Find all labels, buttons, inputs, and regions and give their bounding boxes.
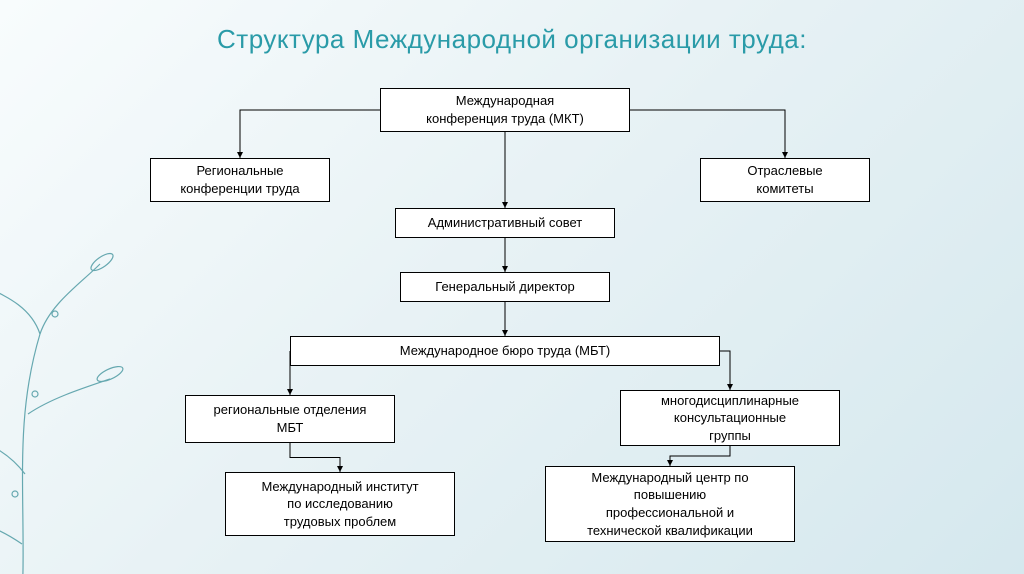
org-chart-canvas: Международнаяконференция труда (МКТ) Реги… xyxy=(0,0,1024,574)
node-adm: Административный совет xyxy=(395,208,615,238)
node-centr: Международный центр поповышениюпрофессио… xyxy=(545,466,795,542)
edge-regm-inst xyxy=(290,443,340,472)
node-inst: Международный институтпо исследованиютру… xyxy=(225,472,455,536)
edge-mkt-otr xyxy=(630,110,785,158)
edge-mkt-reg xyxy=(240,110,380,158)
node-multi: многодисциплинарныеконсультационныегрупп… xyxy=(620,390,840,446)
edge-mbt-multi xyxy=(720,351,730,390)
node-regm: региональные отделенияМБТ xyxy=(185,395,395,443)
node-mbt: Международное бюро труда (МБТ) xyxy=(290,336,720,366)
node-mkt: Международнаяконференция труда (МКТ) xyxy=(380,88,630,132)
node-otr: Отраслевыекомитеты xyxy=(700,158,870,202)
edge-multi-centr xyxy=(670,446,730,466)
node-gen: Генеральный директор xyxy=(400,272,610,302)
node-reg: Региональныеконференции труда xyxy=(150,158,330,202)
